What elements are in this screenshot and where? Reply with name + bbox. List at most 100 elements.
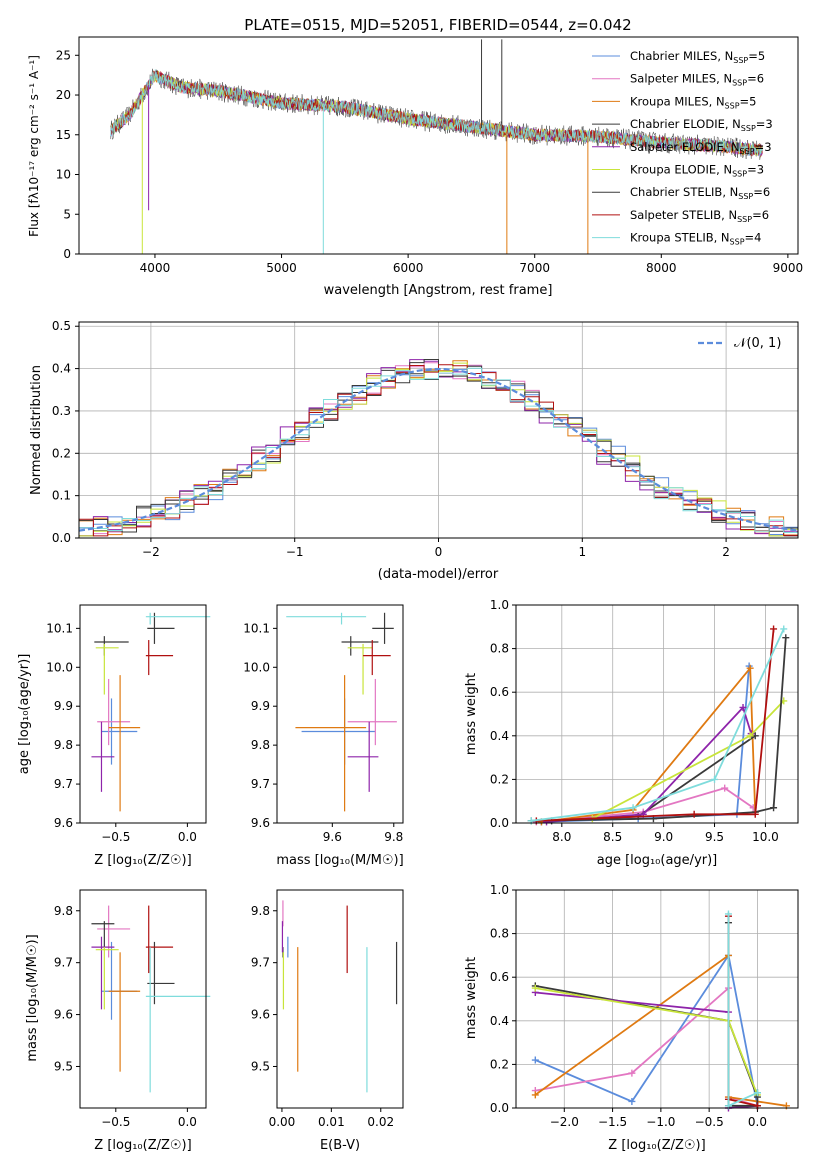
panel-xtick-label: 8.5	[603, 830, 622, 844]
spectrum-xlabel: wavelength [Angstrom, rest frame]	[324, 283, 553, 298]
massweight-series-line	[531, 637, 787, 822]
residual-panel: −2 −1 0 1 2 0.0 0.1 0.2 0.3 0.4 0.5 (data-model)/…	[29, 319, 799, 582]
panel-ytick-label: 0.6	[490, 970, 509, 984]
massweight-series-line	[727, 914, 758, 1108]
panel-ytick-label: 9.9	[54, 699, 73, 713]
spectrum-ytick-label: 10	[56, 168, 71, 182]
panel-xtick-label: 0.01	[318, 1115, 345, 1129]
massweight-series-line	[534, 953, 759, 1106]
massweight-marker	[531, 1091, 539, 1099]
panel-ytick-label: 9.7	[251, 777, 270, 791]
residual-ylabel: Normed distribution	[29, 365, 44, 495]
spectrum-frame	[78, 36, 799, 255]
residual-ytick-label: 0.1	[52, 489, 71, 503]
spectrum-xtick-label: 4000	[140, 261, 171, 275]
massZ-xlabel: Z [log₁₀(Z/Z☉)]	[94, 1138, 191, 1153]
panel-xtick-label: 0.0	[178, 1115, 197, 1129]
panel-xtick-label: −0.5	[101, 830, 130, 844]
panel-xtick-label: 0.02	[367, 1115, 394, 1129]
legend-subscript: SSP	[732, 79, 747, 88]
spectrum-xtick-label: 5000	[266, 261, 297, 275]
panel-ytick-label: 9.8	[251, 738, 270, 752]
residual-xtick-label: 1	[578, 545, 586, 559]
massweight-marker	[746, 732, 754, 740]
panel-xtick-label: −0.5	[101, 1115, 130, 1129]
spectrum-y-ticks: 0 5 10 15 20 25	[56, 48, 79, 261]
massweight-series-line	[727, 922, 759, 1107]
panel-ytick-label: 9.7	[54, 956, 73, 970]
panel-frame	[79, 604, 207, 824]
panel-ytick-label: 9.8	[54, 738, 73, 752]
panel-xtick-label: 8.0	[552, 830, 571, 844]
legend-text: Chabrier ELODIE, N	[630, 117, 741, 131]
legend-subscript: SSP	[733, 56, 748, 65]
legend-text: Chabrier MILES, N	[630, 49, 733, 63]
legend-text: Kroupa STELIB, N	[630, 231, 730, 245]
legend-subscript: SSP	[737, 215, 752, 224]
legend-subscript: SSP	[740, 147, 755, 156]
spectrum-ytick-label: 5	[63, 207, 71, 221]
legend-subscript: SSP	[732, 170, 747, 179]
ageZ-xlabel: Z [log₁₀(Z/Z☉)]	[94, 853, 191, 868]
spectrum-ytick-label: 15	[56, 128, 71, 142]
massweight-series-line	[535, 991, 758, 1109]
panel-xtick-label: 9.5	[705, 830, 724, 844]
spectrum-ytick-label: 0	[63, 247, 71, 261]
spectrum-legend-entry: Chabrier MILES, NSSP=5	[630, 49, 765, 65]
mass-vs-ebv-panel: 0.00 0.01 0.02 9.5 9.6 9.7 9.8	[251, 889, 404, 1129]
spectrum-xtick-label: 7000	[519, 261, 550, 275]
massweight-marker	[753, 1089, 761, 1097]
legend-text: Chabrier STELIB, N	[630, 185, 738, 199]
spectrum-xtick-label: 6000	[393, 261, 424, 275]
legend-text: Salpeter MILES, N	[630, 72, 732, 86]
massweight-marker	[628, 1069, 636, 1077]
massweight-series-line	[727, 916, 758, 1107]
massweight-marker	[724, 910, 732, 918]
panel-ytick-label: 10.0	[46, 660, 73, 674]
panel-xtick-label: −1.5	[598, 1115, 627, 1129]
panel-xtick-label: −2.0	[550, 1115, 579, 1129]
panel-frame	[276, 889, 404, 1109]
spectrum-xtick-label: 8000	[646, 261, 677, 275]
age-vs-mass-panel: 9.6 9.8 9.6 9.7 9.8 9.9 10.0 10.1	[243, 604, 404, 844]
residual-xtick-label: 2	[722, 545, 730, 559]
mwZ-xlabel: Z [log₁₀(Z/Z☉)]	[608, 1138, 705, 1153]
panel-ytick-label: 9.6	[251, 816, 270, 830]
residual-xtick-label: −2	[142, 545, 160, 559]
massweight-vs-z-panel: −2.0 −1.5 −1.0 −0.5 0.0 0.0 0.2 0.4 0.6 0.8 1.0	[490, 883, 799, 1129]
spectrum-legend-entry: Salpeter MILES, NSSP=6	[630, 72, 764, 88]
residual-xtick-label: −1	[286, 545, 304, 559]
panel-xtick-label: 10.0	[752, 830, 779, 844]
spectrum-series-line	[110, 70, 763, 157]
residual-histogram-step	[79, 367, 798, 533]
massweight-series-line	[531, 628, 785, 822]
massweight-series-line	[536, 787, 754, 823]
residual-ytick-label: 0.4	[52, 362, 71, 376]
panel-ytick-label: 9.5	[251, 1059, 270, 1073]
legend-text: Salpeter STELIB, N	[630, 208, 737, 222]
panel-ytick-label: 9.9	[251, 699, 270, 713]
panel-ytick-label: 0.0	[490, 1101, 509, 1115]
legend-text: =4	[745, 231, 762, 245]
spectrum-legend-entry: Kroupa MILES, NSSP=5	[630, 94, 756, 110]
legend-text: =3	[756, 117, 773, 131]
normal-legend-label: 𝒩(0, 1)	[734, 336, 781, 351]
panel-frame	[515, 889, 799, 1109]
spectrum-series-line	[110, 69, 763, 157]
massweight-marker	[782, 634, 790, 642]
residual-ytick-label: 0.0	[52, 531, 71, 545]
massweight-series-line	[536, 628, 775, 822]
panel-ytick-label: 9.6	[54, 1008, 73, 1022]
panel-xtick-label: 0.0	[748, 1115, 767, 1129]
massweight-marker	[770, 804, 778, 812]
panel-xtick-label: 9.0	[654, 830, 673, 844]
panel-ytick-label: 9.7	[251, 956, 270, 970]
panel-xtick-label: −1.0	[646, 1115, 675, 1129]
residual-steps	[79, 359, 798, 537]
massweight-marker	[770, 625, 778, 633]
panel-frame	[79, 889, 207, 1109]
residual-xtick-label: 0	[435, 545, 443, 559]
massweight-vs-age-panel: 8.0 8.5 9.0 9.5 10.0 0.0 0.2 0.4 0.6 0.8 1.0	[490, 598, 799, 844]
